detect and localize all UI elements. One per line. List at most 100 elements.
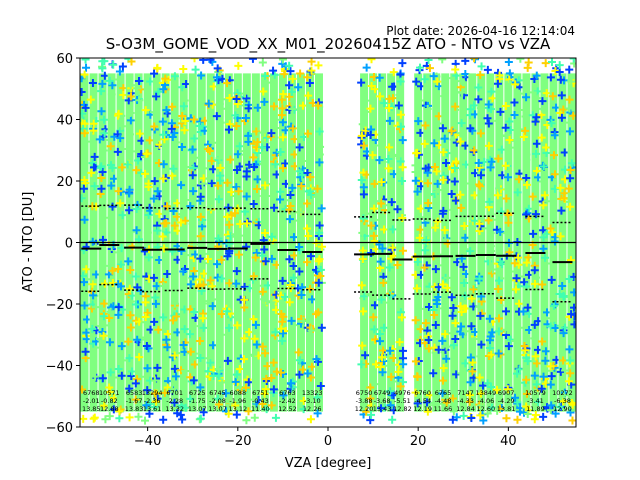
bin-stat-label-3-2: 13.61 bbox=[143, 405, 162, 413]
scatter-point bbox=[549, 301, 558, 310]
scatter-point bbox=[212, 73, 221, 82]
scatter-point bbox=[81, 103, 90, 112]
scatter-point bbox=[198, 314, 207, 323]
scatter-point bbox=[216, 171, 225, 180]
scatter-point bbox=[565, 345, 574, 354]
scatter-point bbox=[197, 286, 206, 295]
scatter-point bbox=[522, 173, 531, 182]
scatter-point bbox=[260, 389, 269, 398]
scatter-point bbox=[154, 325, 163, 334]
bin-stat-label-0-1: -2.01 bbox=[83, 397, 100, 405]
scatter-point bbox=[82, 328, 91, 337]
scatter-point bbox=[209, 341, 218, 350]
scatter-point bbox=[430, 139, 439, 148]
scatter-point bbox=[303, 224, 312, 233]
scatter-point bbox=[551, 324, 560, 333]
scatter-point bbox=[80, 124, 88, 133]
scatter-point bbox=[359, 214, 368, 223]
scatter-point bbox=[133, 84, 142, 93]
scatter-point bbox=[476, 352, 485, 361]
scatter-point bbox=[440, 226, 449, 235]
scatter-point bbox=[371, 85, 380, 94]
scatter-point bbox=[510, 111, 519, 120]
scatter-point bbox=[262, 78, 271, 87]
scatter-point bbox=[99, 312, 108, 321]
scatter-point bbox=[470, 216, 479, 225]
scatter-point bbox=[240, 231, 249, 240]
scatter-point bbox=[289, 262, 298, 271]
scatter-point bbox=[539, 372, 548, 381]
scatter-point bbox=[295, 356, 304, 365]
scatter-point bbox=[96, 343, 105, 352]
scatter-point bbox=[199, 408, 208, 417]
scatter-point bbox=[250, 413, 259, 422]
scatter-point bbox=[199, 122, 208, 131]
scatter-point bbox=[514, 260, 523, 269]
scatter-point bbox=[370, 179, 379, 188]
scatter-point bbox=[286, 190, 295, 199]
scatter-point bbox=[495, 276, 504, 285]
scatter-point bbox=[143, 364, 152, 373]
scatter-point bbox=[260, 228, 269, 237]
scatter-point bbox=[131, 300, 140, 309]
scatter-point bbox=[424, 336, 433, 345]
scatter-point bbox=[393, 260, 402, 269]
scatter-point bbox=[180, 325, 189, 334]
scatter-point bbox=[398, 346, 407, 355]
scatter-point bbox=[267, 232, 276, 241]
scatter-point bbox=[171, 138, 180, 147]
scatter-point bbox=[315, 150, 324, 159]
bin-stat-label-6-1: -2.08 bbox=[209, 397, 226, 405]
bin-stat-label-14-2: 12.19 bbox=[413, 405, 432, 413]
scatter-point bbox=[204, 354, 213, 363]
scatter-point bbox=[515, 105, 524, 114]
scatter-point bbox=[303, 199, 312, 208]
scatter-point bbox=[434, 250, 443, 259]
scatter-point bbox=[253, 138, 262, 147]
scatter-point bbox=[303, 369, 312, 378]
bin-stat-label-14-1: -4.54 bbox=[414, 397, 431, 405]
bin-stat-label-4-1: -2.28 bbox=[166, 397, 183, 405]
bin-stat-label-9-1: -2.42 bbox=[279, 397, 296, 405]
scatter-point bbox=[108, 266, 117, 275]
scatter-point bbox=[150, 317, 159, 326]
scatter-point bbox=[167, 124, 176, 133]
scatter-point bbox=[126, 311, 135, 320]
scatter-point bbox=[421, 319, 430, 328]
scatter-point bbox=[125, 284, 134, 293]
scatter-point bbox=[240, 334, 249, 343]
scatter-point bbox=[541, 366, 550, 375]
scatter-point bbox=[523, 303, 532, 312]
scatter-point bbox=[109, 60, 118, 69]
scatter-point bbox=[296, 69, 305, 78]
scatter-point bbox=[170, 299, 179, 308]
scatter-point bbox=[141, 313, 150, 322]
scatter-point bbox=[532, 139, 541, 148]
bin-stat-label-5-2: 13.07 bbox=[188, 405, 207, 413]
scatter-point bbox=[386, 346, 395, 355]
scatter-point bbox=[80, 301, 89, 310]
scatter-point bbox=[538, 280, 547, 289]
scatter-point bbox=[99, 331, 108, 340]
scatter-point bbox=[289, 233, 298, 242]
scatter-point bbox=[415, 233, 424, 242]
scatter-point bbox=[214, 371, 223, 380]
scatter-point bbox=[396, 382, 405, 391]
scatter-point bbox=[89, 291, 98, 300]
scatter-point bbox=[87, 137, 96, 146]
plot-date: Plot date: 2026-04-16 12:14:04 bbox=[386, 24, 575, 38]
scatter-point bbox=[286, 379, 295, 388]
scatter-point bbox=[90, 182, 99, 191]
scatter-point bbox=[196, 353, 205, 362]
scatter-point bbox=[537, 133, 546, 142]
scatter-point bbox=[361, 351, 370, 360]
scatter-point bbox=[89, 163, 98, 172]
scatter-point bbox=[91, 243, 100, 252]
scatter-point bbox=[503, 173, 512, 182]
scatter-point bbox=[267, 401, 276, 410]
scatter-point bbox=[487, 350, 496, 359]
scatter-point bbox=[143, 228, 152, 237]
scatter-point bbox=[378, 353, 387, 362]
x-tick-label-20: 20 bbox=[410, 434, 427, 449]
scatter-point bbox=[116, 199, 125, 208]
